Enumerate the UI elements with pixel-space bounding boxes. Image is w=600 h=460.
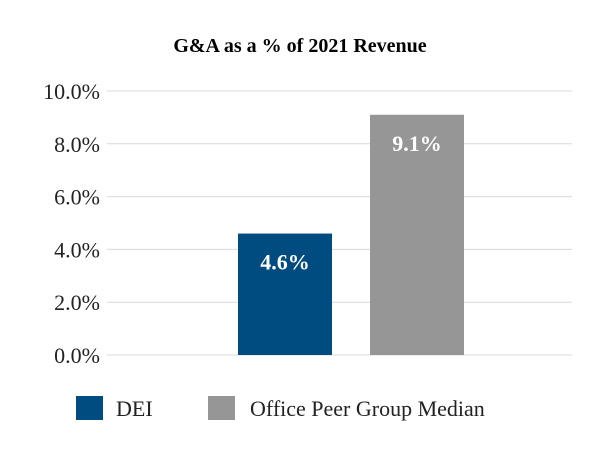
bars — [238, 114, 464, 355]
legend-label: DEI — [116, 396, 153, 421]
y-tick-label: 0.0% — [54, 343, 100, 368]
y-tick-label: 2.0% — [54, 290, 100, 315]
chart-title: G&A as a % of 2021 Revenue — [173, 35, 426, 57]
legend-swatch — [76, 396, 103, 420]
data-label: 4.6% — [260, 250, 310, 275]
y-tick-label: 4.0% — [54, 237, 100, 262]
bar-0 — [238, 233, 332, 355]
legend-label: Office Peer Group Median — [250, 396, 485, 421]
y-axis-ticks: 0.0% 2.0% 4.0% 6.0% 8.0% 10.0% — [43, 79, 100, 368]
bar-1 — [370, 114, 464, 355]
gridlines — [107, 90, 572, 356]
y-tick-label: 8.0% — [54, 132, 100, 157]
legend-swatch — [208, 396, 235, 420]
data-labels: 4.6% 9.1% — [260, 131, 442, 275]
y-tick-label: 10.0% — [43, 79, 100, 104]
y-tick-label: 6.0% — [54, 185, 100, 210]
data-label: 9.1% — [392, 131, 442, 156]
legend: DEI Office Peer Group Median — [76, 396, 485, 421]
